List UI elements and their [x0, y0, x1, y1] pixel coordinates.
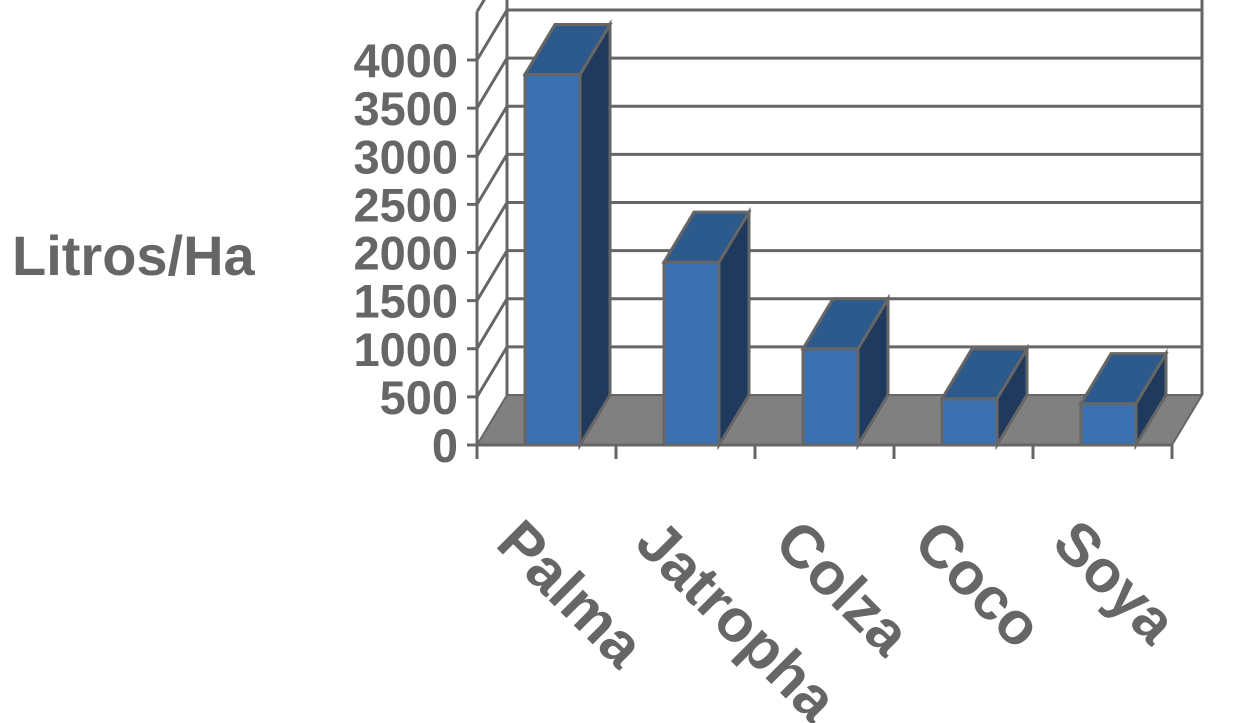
x-category-label: Palma: [485, 507, 658, 680]
bar-front: [801, 347, 860, 447]
y-tick-label: 3000: [353, 130, 458, 183]
y-tick-label: 2000: [353, 227, 458, 280]
chart-axes: [467, 11, 1174, 459]
y-tick-label: 500: [380, 371, 458, 424]
bar-front: [1079, 402, 1138, 447]
y-tick-label: 3500: [353, 82, 458, 135]
gridline-side: [475, 249, 509, 302]
x-category-label: Soya: [1041, 507, 1190, 656]
bar-front: [662, 260, 721, 447]
bar-top: [661, 210, 752, 264]
gridline-side: [475, 105, 509, 158]
y-tick-label: 2500: [353, 178, 458, 231]
bar-colza: [800, 293, 891, 451]
x-category-label: Coco: [902, 507, 1055, 660]
bar-coco: [939, 343, 1030, 451]
y-tick-label: 0: [432, 419, 458, 472]
bar-top: [800, 297, 891, 351]
bar-front: [940, 397, 999, 447]
bar-jatropha: [661, 206, 752, 451]
gridline-side: [475, 153, 509, 206]
gridline-side: [475, 297, 509, 350]
gridline-side: [475, 346, 509, 398]
y-tick-label: 1000: [353, 323, 458, 376]
gridline-side: [475, 201, 509, 254]
bar-top: [522, 22, 613, 76]
gridline-side: [475, 57, 509, 109]
bar-side: [578, 19, 612, 451]
y-tick-label: 1500: [353, 275, 458, 328]
gridline-side: [475, 9, 509, 61]
bar-top: [1078, 352, 1169, 406]
y-tick-label: 4000: [353, 34, 458, 87]
bar-palma: [522, 19, 613, 451]
bar-front: [523, 72, 582, 447]
side-wall-top-edge: [475, 0, 486, 13]
bar-series: [522, 19, 1169, 451]
bar-soya: [1078, 348, 1169, 451]
bar-top: [939, 347, 1030, 401]
y-axis-label: Litros/Ha: [12, 224, 256, 287]
chart-back-wall: [475, 0, 1204, 398]
